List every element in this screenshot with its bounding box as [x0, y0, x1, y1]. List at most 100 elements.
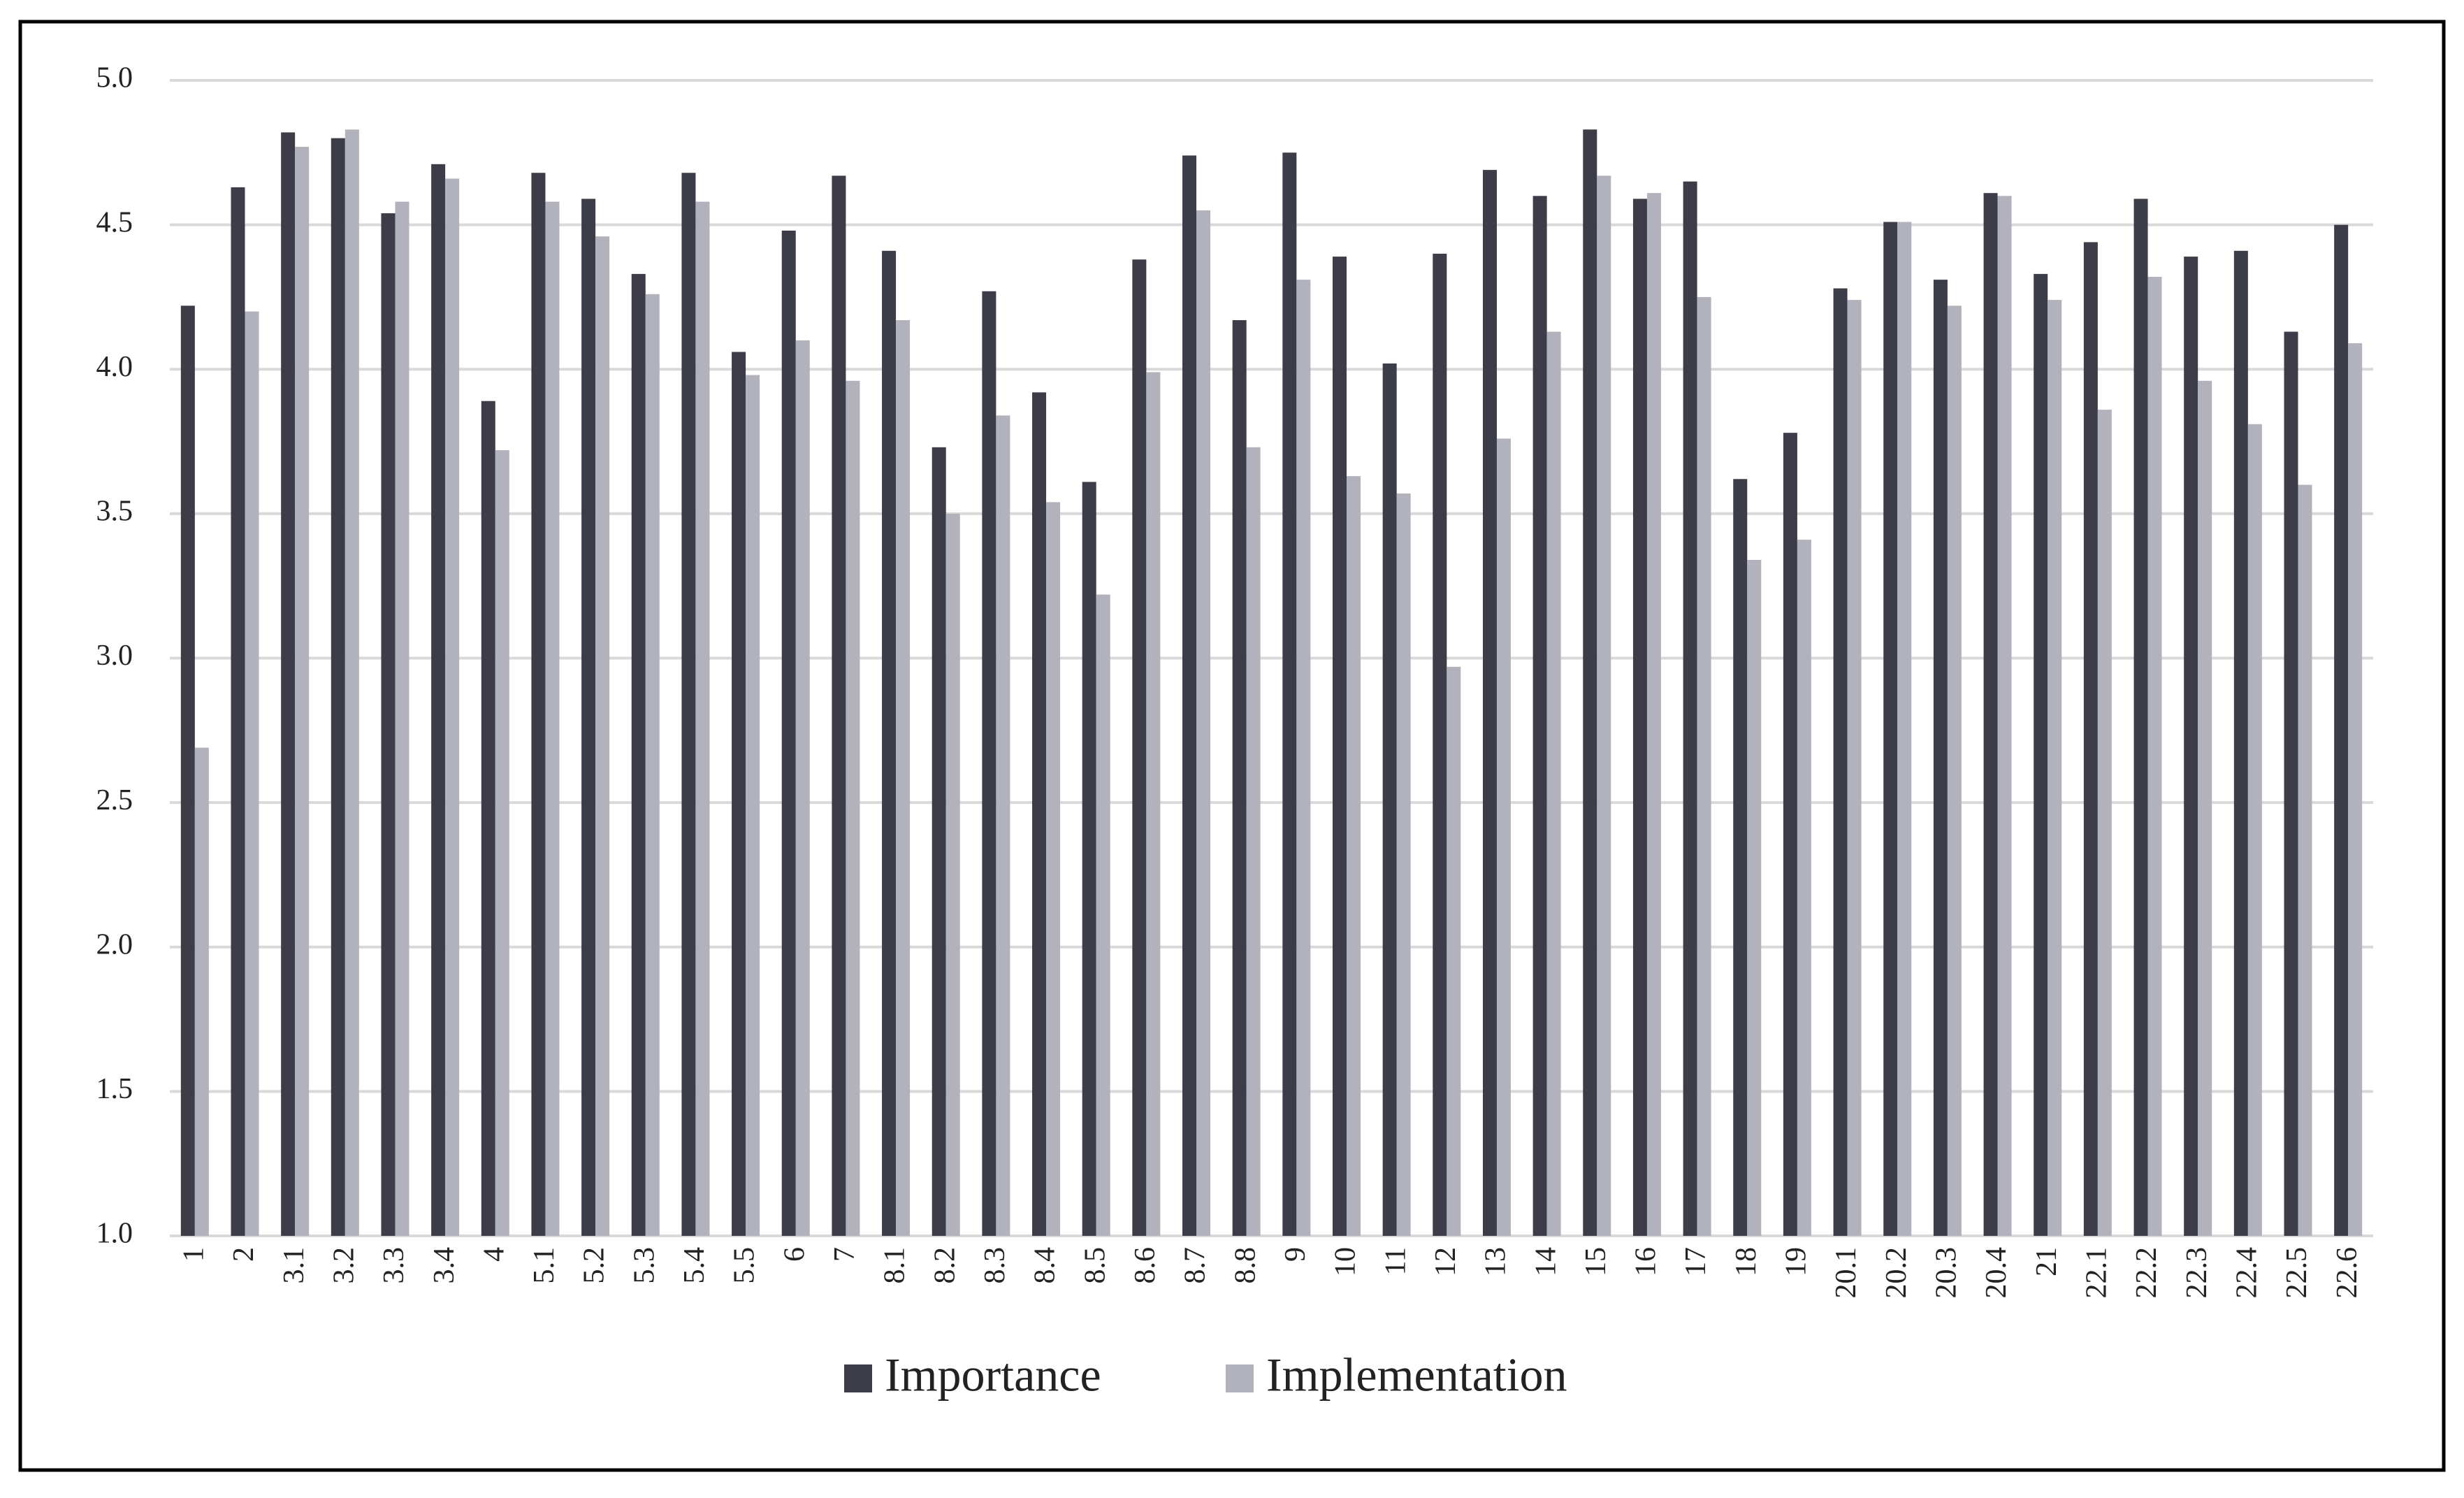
x-tick-label: 13 [1480, 1247, 1512, 1276]
bar [1196, 210, 1211, 1236]
bar [2298, 484, 2312, 1236]
x-tick-label: 4 [478, 1247, 510, 1262]
x-tick-label: 9 [1280, 1247, 1312, 1262]
bar [1697, 296, 1711, 1236]
bar [2233, 250, 2248, 1236]
bar [2034, 273, 2048, 1237]
x-tick-label: 22.3 [2181, 1247, 2213, 1299]
bar [832, 175, 846, 1236]
x-tick-label: 21 [2031, 1247, 2063, 1276]
bar [846, 380, 860, 1236]
bar [545, 201, 560, 1237]
x-tick-label: 3.3 [378, 1247, 410, 1284]
x-tick-label: 22.6 [2331, 1247, 2363, 1299]
bar [1583, 129, 1597, 1237]
bar [295, 147, 310, 1237]
legend-label: Implementation [1266, 1348, 1567, 1402]
bar [1132, 259, 1147, 1237]
bar [1683, 181, 1697, 1237]
bar [945, 513, 960, 1236]
x-tick-label: 20.3 [1931, 1247, 1963, 1299]
x-tick-label: 3.4 [428, 1247, 461, 1284]
bar [595, 236, 610, 1236]
x-tick-label: 22.4 [2231, 1247, 2263, 1299]
x-tick-label: 20.1 [1830, 1247, 1862, 1299]
bar [1447, 666, 1461, 1236]
bar [781, 230, 796, 1236]
bar [795, 340, 810, 1236]
bar [431, 164, 446, 1236]
bar [746, 375, 760, 1236]
y-tick-label: 5.0 [96, 62, 133, 94]
bar [1947, 305, 1962, 1237]
x-tick-label: 11 [1379, 1247, 1412, 1275]
bar [1747, 559, 1762, 1236]
bar [2284, 331, 2298, 1237]
bar [996, 415, 1010, 1236]
x-tick-label: 5.3 [628, 1247, 660, 1284]
x-tick-label: 8.5 [1079, 1247, 1111, 1284]
bar [495, 449, 509, 1237]
bar [1632, 199, 1647, 1236]
y-tick-label: 2.0 [96, 928, 133, 960]
y-tick-label: 1.5 [96, 1073, 133, 1105]
x-tick-label: 22.2 [2131, 1247, 2163, 1299]
bar [1146, 372, 1161, 1236]
bar [1546, 331, 1561, 1237]
x-tick-label: 3.2 [328, 1247, 360, 1284]
bar [1733, 479, 1748, 1237]
bar [1282, 152, 1297, 1236]
x-tick-label: 5.2 [579, 1247, 611, 1284]
x-tick-label: 19 [1781, 1247, 1813, 1276]
x-tick-label: 2 [228, 1247, 260, 1262]
bar [1346, 476, 1361, 1236]
x-tick-label: 8.6 [1129, 1247, 1161, 1284]
frame [18, 20, 2446, 1472]
bar [2198, 380, 2212, 1236]
bar [531, 173, 546, 1237]
bar [1182, 155, 1197, 1236]
bar [1883, 222, 1898, 1237]
x-tick-label: 8.1 [879, 1247, 911, 1284]
bar [1046, 502, 1061, 1236]
x-tick-label: 10 [1330, 1247, 1362, 1276]
bar [395, 201, 410, 1237]
bar [1847, 300, 1862, 1236]
bar [1933, 280, 1948, 1237]
bar [982, 291, 997, 1236]
x-tick-label: 1 [177, 1247, 210, 1262]
bar [1032, 392, 1047, 1236]
bar [645, 294, 660, 1237]
x-tick-label: 18 [1730, 1247, 1762, 1276]
bar [1597, 175, 1611, 1236]
x-tick-label: 20.2 [1880, 1247, 1913, 1299]
x-tick-label: 3.1 [278, 1247, 310, 1284]
bar [445, 178, 460, 1236]
bar [2133, 199, 2148, 1236]
x-tick-label: 17 [1680, 1247, 1712, 1276]
x-tick-label: 5.4 [679, 1247, 711, 1284]
bar [2147, 277, 2162, 1236]
bar [1082, 482, 1096, 1236]
bar [2083, 242, 2098, 1236]
bar [882, 250, 897, 1236]
bar [581, 199, 596, 1236]
bar [1496, 438, 1511, 1237]
x-tick-label: 22.1 [2081, 1247, 2113, 1299]
y-tick-label: 2.5 [96, 784, 133, 816]
x-tick-label: 7 [829, 1247, 861, 1262]
bar [1833, 288, 1848, 1236]
y-tick-label: 3.0 [96, 640, 133, 672]
bar [2334, 224, 2349, 1236]
x-tick-label: 15 [1580, 1247, 1612, 1276]
legend-swatch [1226, 1364, 1254, 1392]
bar [245, 311, 259, 1237]
y-tick-label: 3.5 [96, 496, 133, 528]
x-tick-label: 5.1 [528, 1247, 560, 1284]
bar [695, 201, 710, 1237]
legend-swatch [844, 1364, 872, 1392]
bar [1433, 253, 1447, 1237]
legend-label: Importance [885, 1348, 1101, 1402]
x-tick-label: 14 [1530, 1247, 1562, 1276]
